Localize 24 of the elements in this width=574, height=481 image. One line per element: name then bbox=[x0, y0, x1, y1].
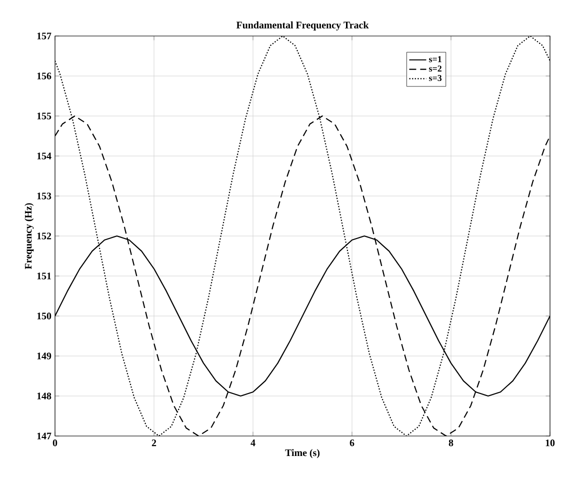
chart-title: Fundamental Frequency Track bbox=[236, 21, 369, 30]
x-axis-title: Time (s) bbox=[285, 449, 320, 458]
y-axis-title: Frequency (Hz) bbox=[24, 203, 34, 270]
y-tick-label: 155 bbox=[37, 112, 52, 120]
legend-label: s=1 bbox=[429, 56, 442, 62]
x-tick-label: 4 bbox=[250, 440, 256, 446]
legend-label: s=3 bbox=[429, 75, 442, 82]
x-tick-label: 8 bbox=[448, 440, 454, 446]
y-tick-label: 157 bbox=[37, 32, 52, 40]
y-tick-label: 150 bbox=[37, 312, 52, 320]
y-tick-label: 152 bbox=[37, 232, 52, 240]
x-tick-label: 6 bbox=[350, 440, 354, 446]
y-tick-label: 147 bbox=[37, 432, 52, 440]
y-tick-label: 149 bbox=[37, 352, 52, 360]
x-tick-label: 10 bbox=[546, 440, 555, 446]
y-tick-label: 151 bbox=[37, 272, 51, 280]
x-tick-label: 0 bbox=[52, 440, 58, 446]
line-series bbox=[55, 36, 550, 436]
y-tick-label: 153 bbox=[37, 192, 52, 200]
legend-label: s=2 bbox=[429, 66, 442, 72]
y-tick-label: 156 bbox=[37, 72, 52, 80]
y-tick-label: 148 bbox=[37, 392, 52, 400]
y-tick-label: 154 bbox=[37, 152, 52, 160]
x-tick-label: 2 bbox=[152, 440, 156, 446]
